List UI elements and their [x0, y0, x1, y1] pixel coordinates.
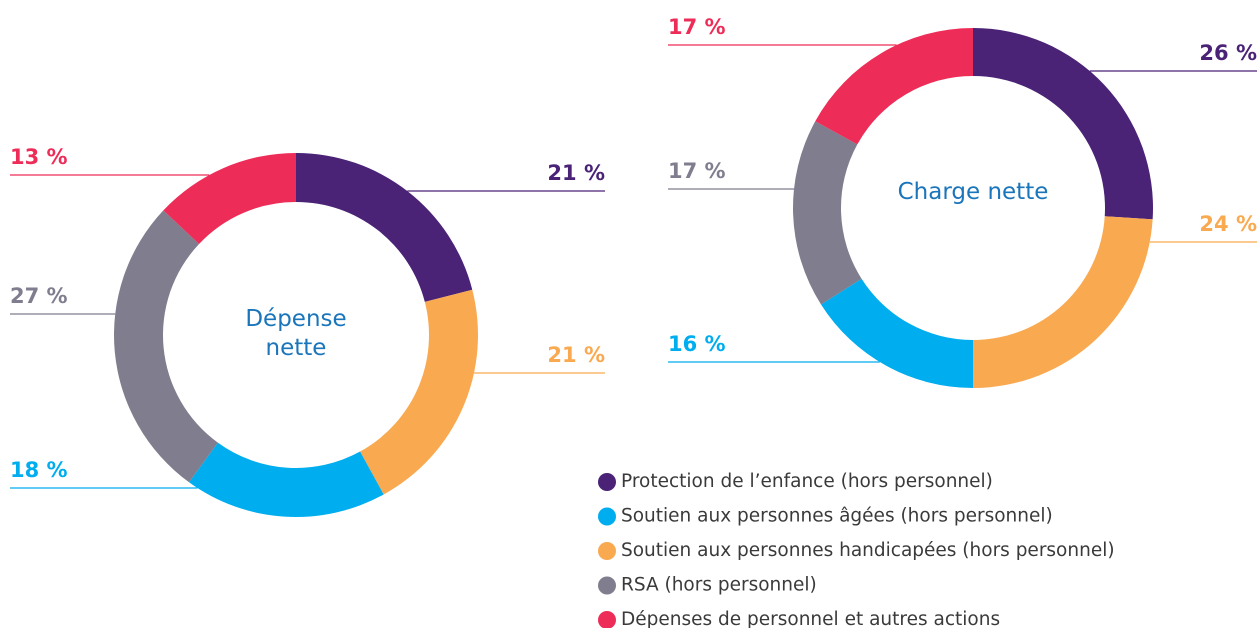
value-label: 17 % — [668, 159, 726, 183]
value-label: 18 % — [10, 458, 68, 482]
donut-slice — [114, 210, 218, 483]
value-label: 17 % — [668, 15, 726, 39]
donut-title: Charge nette — [897, 179, 1049, 205]
legend-swatch — [598, 542, 616, 560]
legend-label: Soutien aux personnes handicapées (hors … — [621, 540, 1115, 561]
donut-slice — [821, 278, 973, 388]
donut-slice — [296, 153, 473, 302]
donut-slice — [189, 442, 384, 517]
donut-slice — [360, 289, 478, 495]
legend-label: RSA (hors personnel) — [621, 575, 817, 596]
legend-swatch — [598, 473, 616, 491]
legend-label: Dépenses de personnel et autres actions — [621, 609, 1000, 628]
value-label: 13 % — [10, 145, 68, 169]
legend-label: Protection de l’enfance (hors personnel) — [621, 471, 993, 492]
value-label: 26 % — [1199, 41, 1257, 65]
legend-swatch — [598, 576, 616, 595]
value-label: 16 % — [668, 332, 726, 356]
legend-swatch — [598, 611, 616, 628]
value-label: 27 % — [10, 284, 68, 308]
donut-title: Dépense nette — [245, 306, 347, 361]
legend-label: Soutien aux personnes âgées (hors person… — [621, 506, 1053, 527]
legend-swatch — [598, 507, 616, 526]
donut-slice — [815, 28, 973, 145]
value-label: 21 % — [547, 343, 605, 367]
value-label: 24 % — [1199, 212, 1257, 236]
donut-slice — [973, 28, 1153, 220]
donut-slice — [793, 121, 862, 305]
value-label: 21 % — [547, 161, 605, 185]
donut-slice — [163, 153, 296, 244]
donut-slice — [973, 216, 1153, 389]
